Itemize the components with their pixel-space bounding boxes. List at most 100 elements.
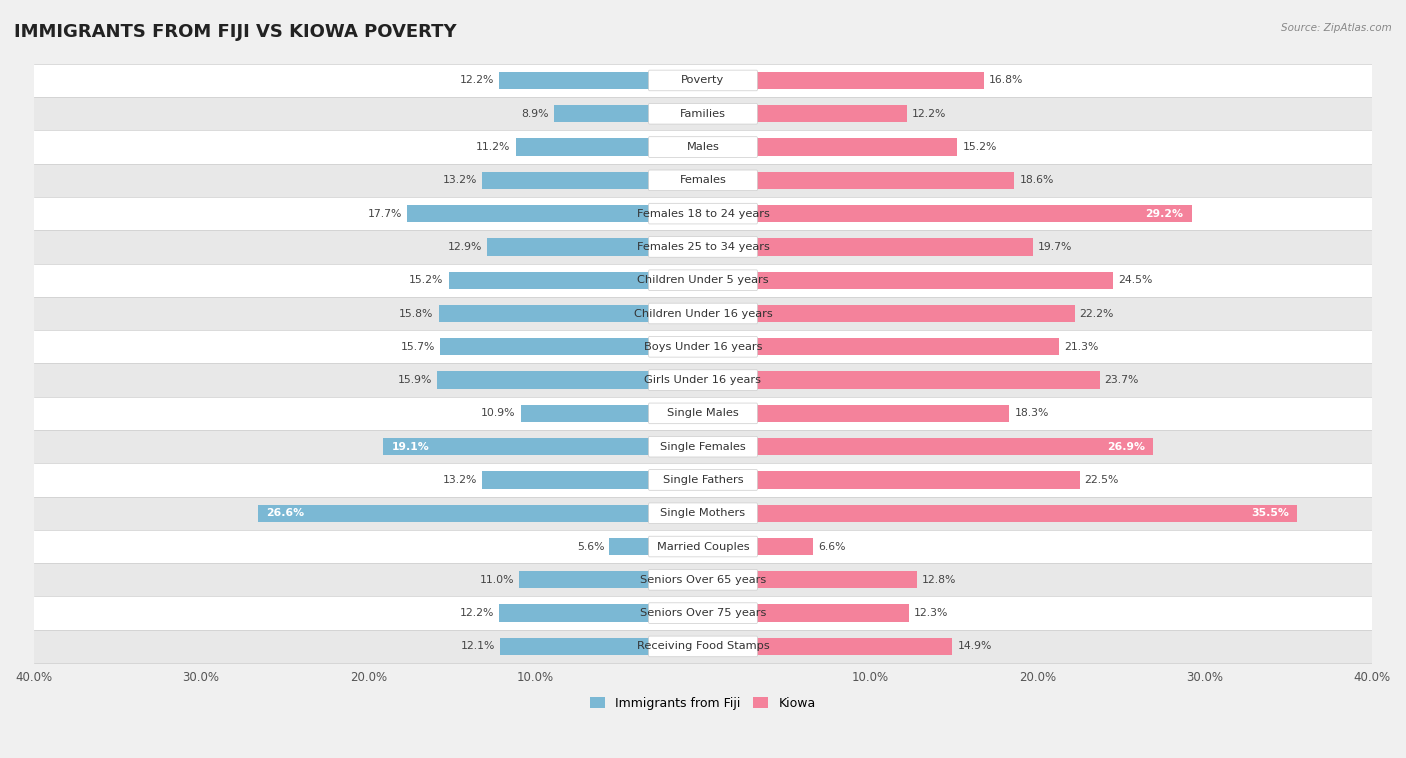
Bar <box>703 72 984 89</box>
Text: 15.7%: 15.7% <box>401 342 436 352</box>
Bar <box>519 572 703 588</box>
Text: Boys Under 16 years: Boys Under 16 years <box>644 342 762 352</box>
Bar <box>449 271 703 289</box>
Bar <box>609 538 703 555</box>
Text: 15.9%: 15.9% <box>398 375 432 385</box>
Bar <box>34 130 1372 164</box>
Bar <box>703 238 1032 255</box>
Bar <box>34 230 1372 264</box>
FancyBboxPatch shape <box>648 636 758 656</box>
Text: 12.2%: 12.2% <box>460 76 494 86</box>
Text: Females: Females <box>679 175 727 186</box>
Text: 5.6%: 5.6% <box>576 541 605 552</box>
Bar <box>703 572 917 588</box>
FancyBboxPatch shape <box>648 403 758 424</box>
FancyBboxPatch shape <box>648 70 758 91</box>
Text: 13.2%: 13.2% <box>443 475 477 485</box>
Text: 12.2%: 12.2% <box>912 108 946 119</box>
Bar <box>703 371 1099 389</box>
Bar <box>406 205 703 222</box>
Text: 17.7%: 17.7% <box>367 208 402 218</box>
Text: Seniors Over 65 years: Seniors Over 65 years <box>640 575 766 585</box>
Text: 6.6%: 6.6% <box>818 541 846 552</box>
Bar <box>34 430 1372 463</box>
Bar <box>482 471 703 489</box>
Bar <box>520 405 703 422</box>
Text: Seniors Over 75 years: Seniors Over 75 years <box>640 608 766 618</box>
Text: 15.8%: 15.8% <box>399 309 433 318</box>
Bar <box>703 637 952 655</box>
FancyBboxPatch shape <box>648 603 758 623</box>
Text: 11.0%: 11.0% <box>479 575 513 585</box>
Bar <box>34 530 1372 563</box>
Bar <box>34 164 1372 197</box>
Text: Girls Under 16 years: Girls Under 16 years <box>644 375 762 385</box>
Text: IMMIGRANTS FROM FIJI VS KIOWA POVERTY: IMMIGRANTS FROM FIJI VS KIOWA POVERTY <box>14 23 457 41</box>
Text: 12.8%: 12.8% <box>922 575 956 585</box>
Bar <box>440 338 703 356</box>
Bar <box>34 264 1372 297</box>
Bar <box>486 238 703 255</box>
FancyBboxPatch shape <box>648 203 758 224</box>
Bar <box>34 97 1372 130</box>
Bar <box>34 330 1372 363</box>
Bar <box>34 563 1372 597</box>
Text: Married Couples: Married Couples <box>657 541 749 552</box>
Bar <box>703 505 1298 522</box>
Text: Females 18 to 24 years: Females 18 to 24 years <box>637 208 769 218</box>
Text: Females 25 to 34 years: Females 25 to 34 years <box>637 242 769 252</box>
Bar <box>516 139 703 155</box>
Bar <box>703 604 908 622</box>
Text: 14.9%: 14.9% <box>957 641 991 651</box>
FancyBboxPatch shape <box>648 337 758 357</box>
Text: 21.3%: 21.3% <box>1064 342 1099 352</box>
Text: 18.3%: 18.3% <box>1014 409 1049 418</box>
Text: Single Males: Single Males <box>666 409 740 418</box>
Text: Children Under 5 years: Children Under 5 years <box>637 275 769 285</box>
Bar <box>703 205 1192 222</box>
Text: 12.9%: 12.9% <box>447 242 482 252</box>
Text: 11.2%: 11.2% <box>477 142 510 152</box>
Bar <box>439 305 703 322</box>
Bar <box>257 505 703 522</box>
Text: 12.1%: 12.1% <box>461 641 495 651</box>
Bar <box>501 637 703 655</box>
Bar <box>34 297 1372 330</box>
Bar <box>499 604 703 622</box>
Text: Single Fathers: Single Fathers <box>662 475 744 485</box>
Text: 24.5%: 24.5% <box>1118 275 1153 285</box>
Bar <box>34 597 1372 630</box>
Text: 8.9%: 8.9% <box>522 108 548 119</box>
FancyBboxPatch shape <box>648 437 758 457</box>
Bar <box>34 630 1372 663</box>
Text: 12.3%: 12.3% <box>914 608 948 618</box>
FancyBboxPatch shape <box>648 136 758 158</box>
FancyBboxPatch shape <box>648 569 758 590</box>
Bar <box>703 438 1153 456</box>
Bar <box>34 496 1372 530</box>
Text: Source: ZipAtlas.com: Source: ZipAtlas.com <box>1281 23 1392 33</box>
Bar <box>34 64 1372 97</box>
FancyBboxPatch shape <box>648 370 758 390</box>
Text: 10.9%: 10.9% <box>481 409 516 418</box>
Text: Families: Families <box>681 108 725 119</box>
Text: Males: Males <box>686 142 720 152</box>
Legend: Immigrants from Fiji, Kiowa: Immigrants from Fiji, Kiowa <box>585 692 821 715</box>
Bar <box>499 72 703 89</box>
Text: Single Females: Single Females <box>661 442 745 452</box>
Bar <box>703 105 907 122</box>
Bar <box>437 371 703 389</box>
Bar <box>703 139 957 155</box>
Bar <box>703 538 814 555</box>
Text: Poverty: Poverty <box>682 76 724 86</box>
FancyBboxPatch shape <box>648 536 758 557</box>
Text: Receiving Food Stamps: Receiving Food Stamps <box>637 641 769 651</box>
Text: 15.2%: 15.2% <box>409 275 443 285</box>
Bar <box>482 171 703 189</box>
Text: 26.9%: 26.9% <box>1107 442 1144 452</box>
Bar <box>703 471 1080 489</box>
Text: 13.2%: 13.2% <box>443 175 477 186</box>
FancyBboxPatch shape <box>648 503 758 524</box>
Text: 12.2%: 12.2% <box>460 608 494 618</box>
Bar <box>703 271 1114 289</box>
